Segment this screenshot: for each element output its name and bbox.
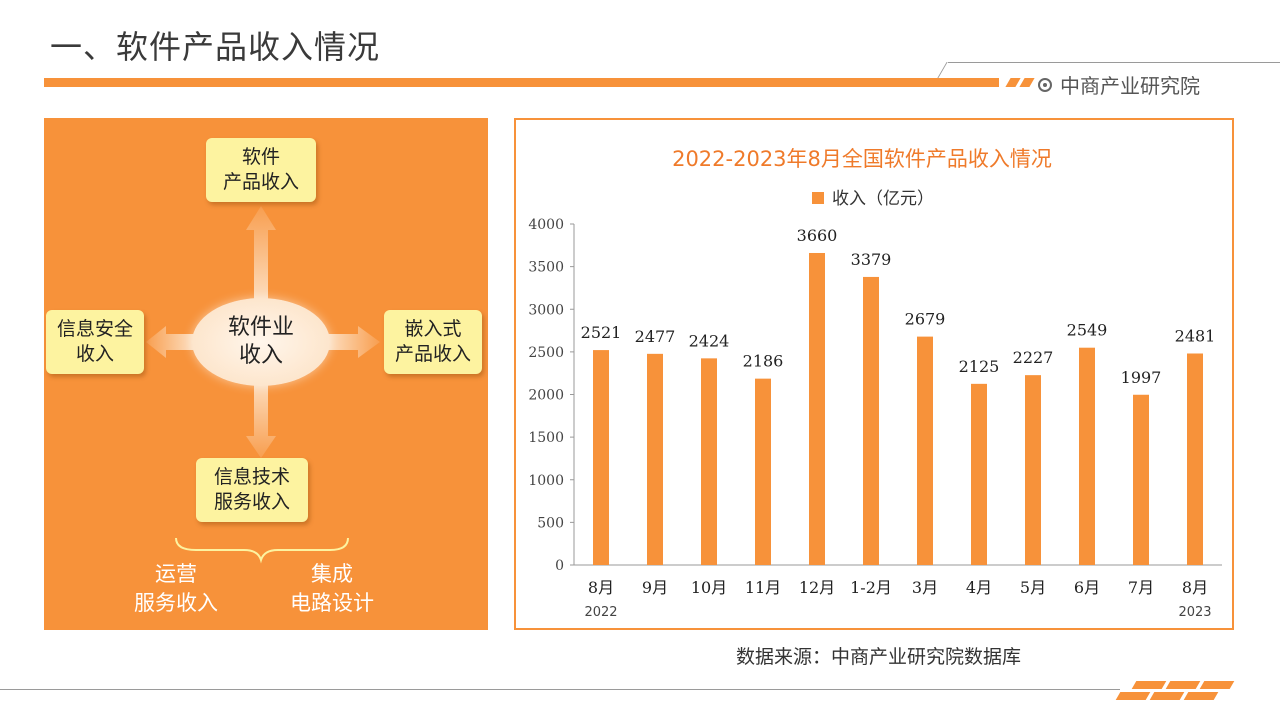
x-tick-label: 8月 [588,578,614,597]
footer-stripe-3 [1199,681,1235,689]
data-label: 2227 [1013,348,1054,367]
sub-items-brace [175,537,349,564]
legend-label: 收入（亿元） [832,189,934,209]
data-label: 2186 [743,352,784,371]
x-tick-label: 9月 [642,578,668,597]
footer-stripe-1 [1131,681,1167,689]
bar [1025,375,1041,565]
x-tick-label: 12月 [799,578,835,597]
bar [647,353,663,565]
data-label: 2549 [1067,321,1108,340]
y-tick-label: 0 [555,558,564,574]
x-tick-label: 10月 [691,578,727,597]
x-tick-label: 1-2月 [850,578,892,597]
box-it-services: 信息技术 服务收入 [196,458,308,522]
bar [917,336,933,565]
data-label: 2679 [905,310,946,329]
title-gray-slash [937,62,948,78]
footer-stripe-2 [1165,681,1201,689]
year-label: 2022 [584,605,617,620]
bar [593,350,609,565]
bar [1187,353,1203,565]
y-tick-label: 3500 [528,260,564,276]
arrow-up [246,206,276,303]
arrow-down [246,380,276,458]
title-gray-line [948,62,1280,63]
sub-operation-services: 运营 服务收入 [134,562,218,615]
data-label: 2477 [635,327,676,346]
x-tick-label: 3月 [912,578,938,597]
y-tick-label: 1000 [528,473,564,489]
bar [1133,394,1149,565]
data-label: 2521 [581,323,622,342]
box-info-security: 信息安全 收入 [46,310,144,374]
x-tick-label: 4月 [966,578,992,597]
x-tick-label: 6月 [1074,578,1100,597]
title-stripe-1 [1005,78,1021,87]
y-tick-label: 4000 [528,217,564,233]
bar [755,378,771,565]
bar [701,358,717,565]
x-tick-label: 7月 [1128,578,1154,597]
chart-panel: 2022-2023年8月全国软件产品收入情况 收入（亿元） 0 500 1000 15… [514,118,1234,630]
legend-swatch [812,192,824,204]
y-tick-label: 2500 [528,345,564,361]
revenue-structure-diagram: 软件 产品收入 信息安全 收入 嵌入式 产品收入 信息技术 服务收入 软件业 收… [44,118,488,630]
data-label: 3660 [797,226,838,245]
data-source: 数据来源：中商产业研究院数据库 [736,646,1022,668]
x-tick-label: 5月 [1020,578,1046,597]
data-label: 2424 [689,331,730,350]
chart-title: 2022-2023年8月全国软件产品收入情况 [672,147,1052,171]
data-label: 2125 [959,357,1000,376]
footer-line [0,689,1120,690]
footer-stripe-5 [1149,692,1185,700]
footer-stripe-6 [1183,692,1219,700]
y-tick-label: 2000 [528,388,564,404]
y-tick-label: 1500 [528,430,564,446]
bar [971,383,987,565]
y-tick-label: 500 [537,515,564,531]
center-software-revenue: 软件业 收入 [192,298,330,386]
data-label: 2481 [1175,326,1216,345]
data-label: 3379 [851,250,892,269]
bar [863,276,879,565]
title-underline-bar [44,78,999,87]
bar-chart: 2022-2023年8月全国软件产品收入情况 收入（亿元） 0 500 1000 15… [528,147,1222,620]
data-label: 1997 [1121,368,1162,387]
brand-logo-icon [1038,77,1052,92]
arrow-left [146,326,194,358]
box-embedded-products: 嵌入式 产品收入 [384,310,482,374]
year-label: 2023 [1178,605,1211,620]
bar [1079,347,1095,565]
footer-stripe-4 [1115,692,1151,700]
arrow-right [328,326,380,358]
x-tick-label: 8月 [1182,578,1208,597]
diagram-arrows [146,206,380,564]
box-software-products: 软件 产品收入 [206,138,316,202]
sub-ic-design: 集成 电路设计 [290,562,374,615]
brand: 中商产业研究院 [1038,70,1200,99]
brand-name: 中商产业研究院 [1060,74,1200,98]
bar [809,252,825,566]
title-stripe-2 [1019,78,1035,87]
y-tick-label: 3000 [528,302,564,318]
page-title: 一、软件产品收入情况 [50,28,381,66]
x-tick-label: 11月 [745,578,781,597]
